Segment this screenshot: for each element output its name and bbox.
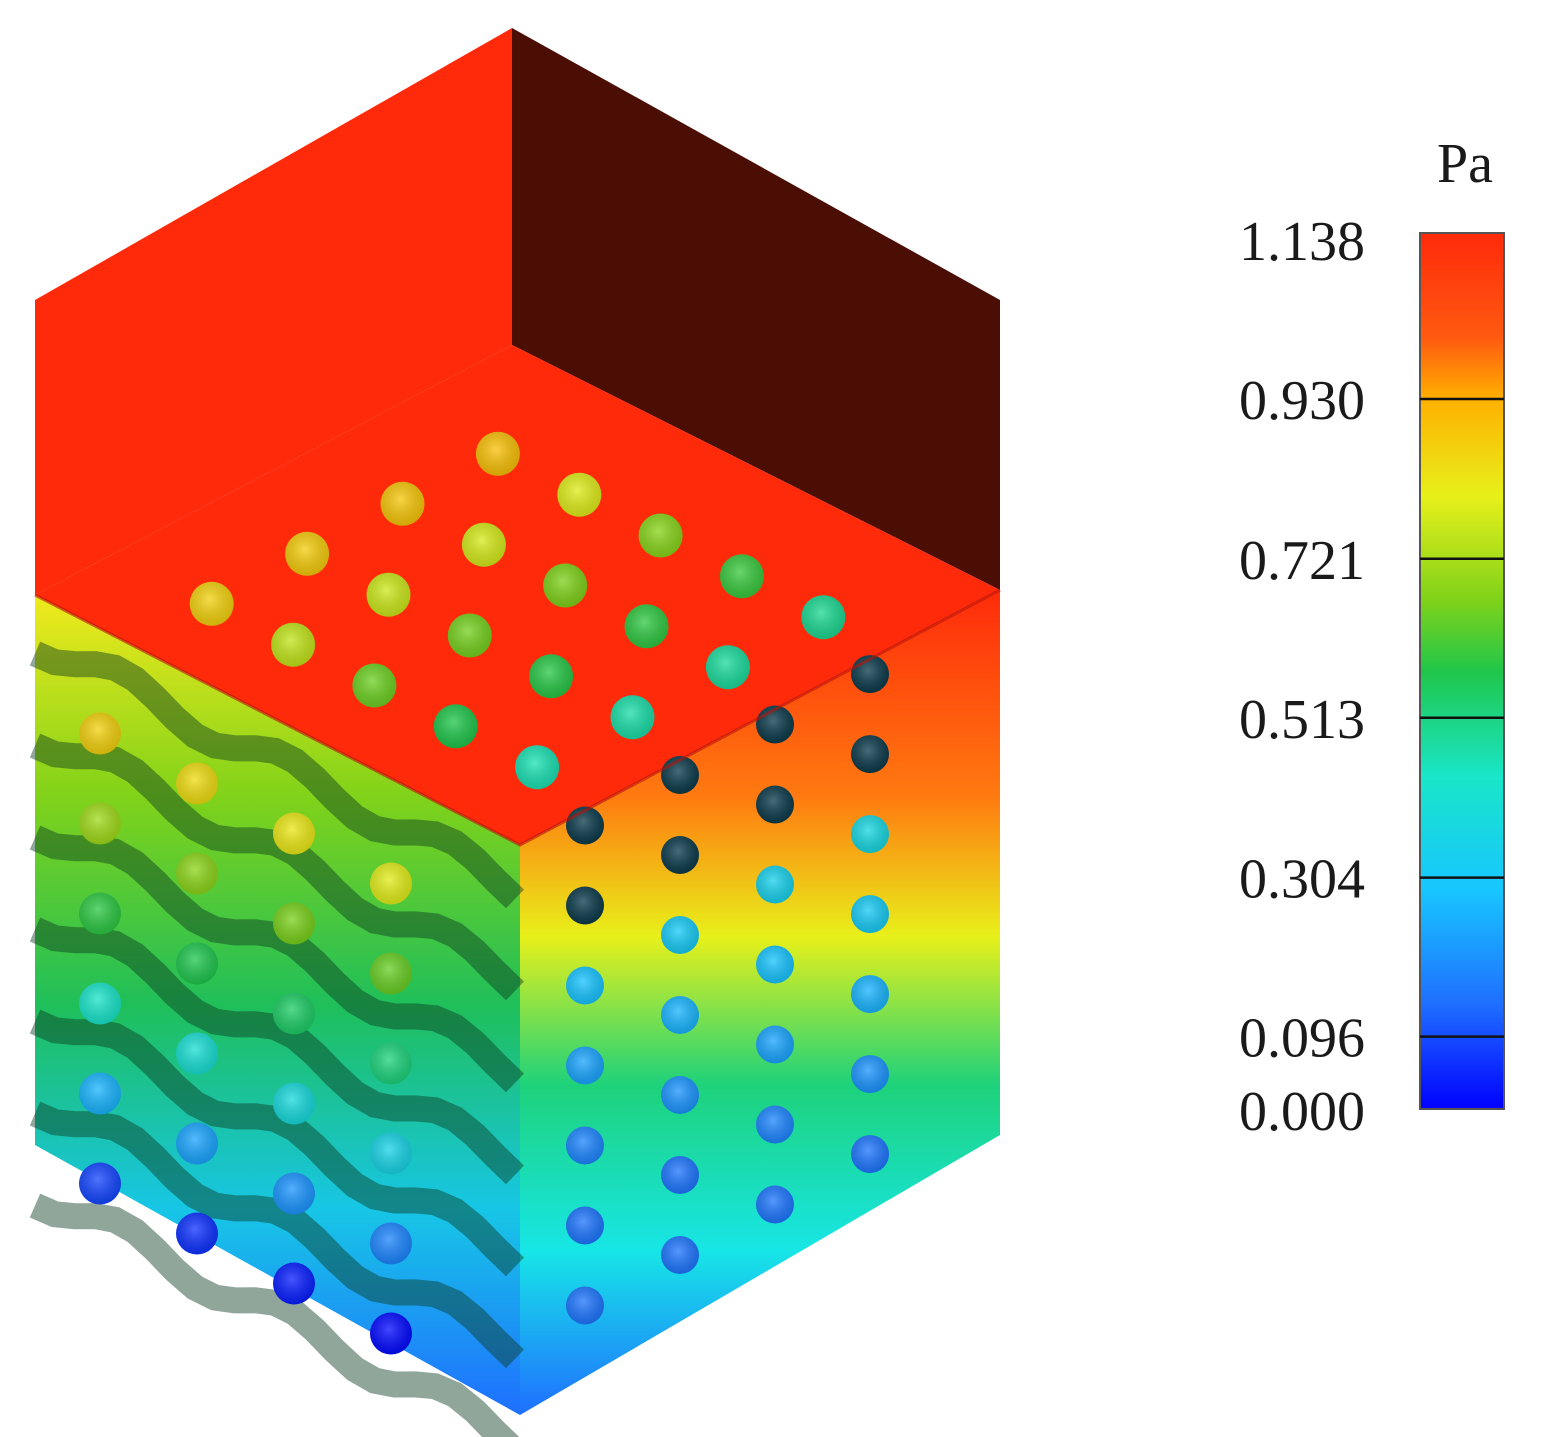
left-face-pore-shade xyxy=(176,852,218,895)
right-face-pore-shade xyxy=(756,945,794,984)
top-pore-shade xyxy=(638,513,683,558)
right-face-pore-shade xyxy=(851,895,889,934)
left-face-pore-shade xyxy=(176,762,218,805)
top-pore-shade xyxy=(529,654,574,699)
left-face-pore-shade xyxy=(370,952,412,995)
left-face-pore-shade xyxy=(273,992,315,1035)
back-left-wall xyxy=(35,28,512,595)
pore-array xyxy=(79,431,889,1355)
top-pore-shade xyxy=(285,531,330,576)
right-face-pore-shade xyxy=(661,756,699,794)
colorbar-boundaries xyxy=(1420,397,1504,1038)
top-pore-shade xyxy=(433,704,478,749)
top-pore-shade xyxy=(380,481,425,526)
left-face-pore-shade xyxy=(79,1072,121,1115)
right-face-pore-shade xyxy=(566,1126,604,1165)
strut-shadow-band xyxy=(29,1101,525,1369)
right-face-pore-shade xyxy=(756,1025,794,1064)
left-face-pore-shade xyxy=(79,712,121,755)
top-pore-shade xyxy=(543,563,588,608)
right-face-pore-shade xyxy=(851,815,889,854)
right-face-pore-shade xyxy=(566,806,604,845)
right-face-pore-shade xyxy=(851,655,889,694)
colorbar-tick-label: 0.513 xyxy=(1239,689,1365,751)
colorbar-tick-label: 1.138 xyxy=(1239,211,1365,273)
right-face-pore-shade xyxy=(566,966,604,1005)
top-pore-shade xyxy=(475,431,520,476)
top-pore-shade xyxy=(366,572,411,617)
left-face-pore-shade xyxy=(79,802,121,845)
left-face-strut-shadows xyxy=(29,641,525,1437)
left-face-pore-shade xyxy=(370,1132,412,1175)
top-pore-shade xyxy=(705,645,750,690)
strut-shadow-band xyxy=(29,1193,520,1437)
front-right-face xyxy=(520,590,1000,1415)
top-pore-shade xyxy=(801,595,846,640)
right-face-pore-shade xyxy=(566,1206,604,1245)
strut-shadow-band xyxy=(29,917,525,1185)
left-face-pore-shade xyxy=(273,902,315,945)
left-face-pore-shade xyxy=(79,892,121,935)
left-face-pore-shade xyxy=(176,942,218,985)
colorbar-tick-label: 0.000 xyxy=(1239,1081,1365,1143)
colorbar-tick-label: 0.930 xyxy=(1239,370,1365,432)
left-face-pore-shade xyxy=(273,812,315,855)
top-pore-shade xyxy=(447,613,492,658)
top-pore-shade xyxy=(557,472,602,517)
right-face-pore-shade xyxy=(661,996,699,1034)
right-face-pore-shade xyxy=(661,1236,699,1274)
top-pore-shade xyxy=(624,604,669,649)
top-pore-shade xyxy=(719,554,764,599)
top-pore-shade xyxy=(352,663,397,708)
left-face-pore-shade xyxy=(79,982,121,1025)
top-pore-shade xyxy=(461,522,506,567)
right-face-pore-shade xyxy=(661,1076,699,1114)
right-face-pore-shade xyxy=(851,735,889,774)
left-face-pore-shade xyxy=(79,1162,121,1205)
right-face-pore-shade xyxy=(566,886,604,925)
right-face-pore-shade xyxy=(566,1046,604,1085)
right-face-pore-shade xyxy=(661,836,699,874)
left-face-pore-shade xyxy=(370,862,412,905)
right-face-pore-shade xyxy=(756,1185,794,1224)
colorbar-unit-label: Pa xyxy=(1437,133,1493,195)
left-face-pore-shade xyxy=(176,1122,218,1165)
top-pore-shade xyxy=(515,745,560,790)
back-right-wall xyxy=(512,28,1000,590)
left-face-pore-shade xyxy=(273,1172,315,1215)
right-face-pore-shade xyxy=(851,1055,889,1094)
strut-shadow-band xyxy=(29,1009,525,1277)
porous-block-render xyxy=(29,28,1001,1437)
right-face-pore-shade xyxy=(661,1156,699,1194)
strut-shadow-band xyxy=(29,733,525,1001)
left-face-pore-shade xyxy=(370,1042,412,1085)
strut-shadow-band xyxy=(29,825,525,1093)
colorbar-tick-label: 0.304 xyxy=(1239,849,1365,911)
top-cut-surface xyxy=(35,345,1000,845)
left-face-pore-shade xyxy=(370,1312,412,1355)
right-face-pore-shade xyxy=(661,916,699,954)
top-pore-shade xyxy=(610,695,655,740)
right-face-pore-shade xyxy=(566,1286,604,1325)
right-face-pore-shade xyxy=(756,785,794,824)
left-face-pore-shade xyxy=(273,1262,315,1305)
colorbar-legend: Pa 1.138 0.930 0.721 0.513 0.304 0.096 0.000 xyxy=(1239,133,1505,1143)
left-face-pore-shade xyxy=(176,1032,218,1075)
right-face-pore-shade xyxy=(851,975,889,1014)
colorbar-tick-labels: 1.138 0.930 0.721 0.513 0.304 0.096 0.000 xyxy=(1239,211,1365,1143)
left-face-pore-shade xyxy=(176,1212,218,1255)
right-face-pore-shade xyxy=(756,1105,794,1144)
right-face-pore-shade xyxy=(756,865,794,904)
left-face-pore-shade xyxy=(273,1082,315,1125)
strut-shadow-band xyxy=(29,641,525,909)
top-pore-shade xyxy=(271,622,316,667)
top-pore-shade xyxy=(189,581,234,626)
right-face-pore-shade xyxy=(851,1135,889,1174)
colorbar-scale xyxy=(1419,232,1505,1110)
colorbar-tick-label: 0.721 xyxy=(1239,530,1365,592)
left-face-pore-shade xyxy=(370,1222,412,1265)
colorbar-tick-label: 0.096 xyxy=(1239,1008,1365,1070)
